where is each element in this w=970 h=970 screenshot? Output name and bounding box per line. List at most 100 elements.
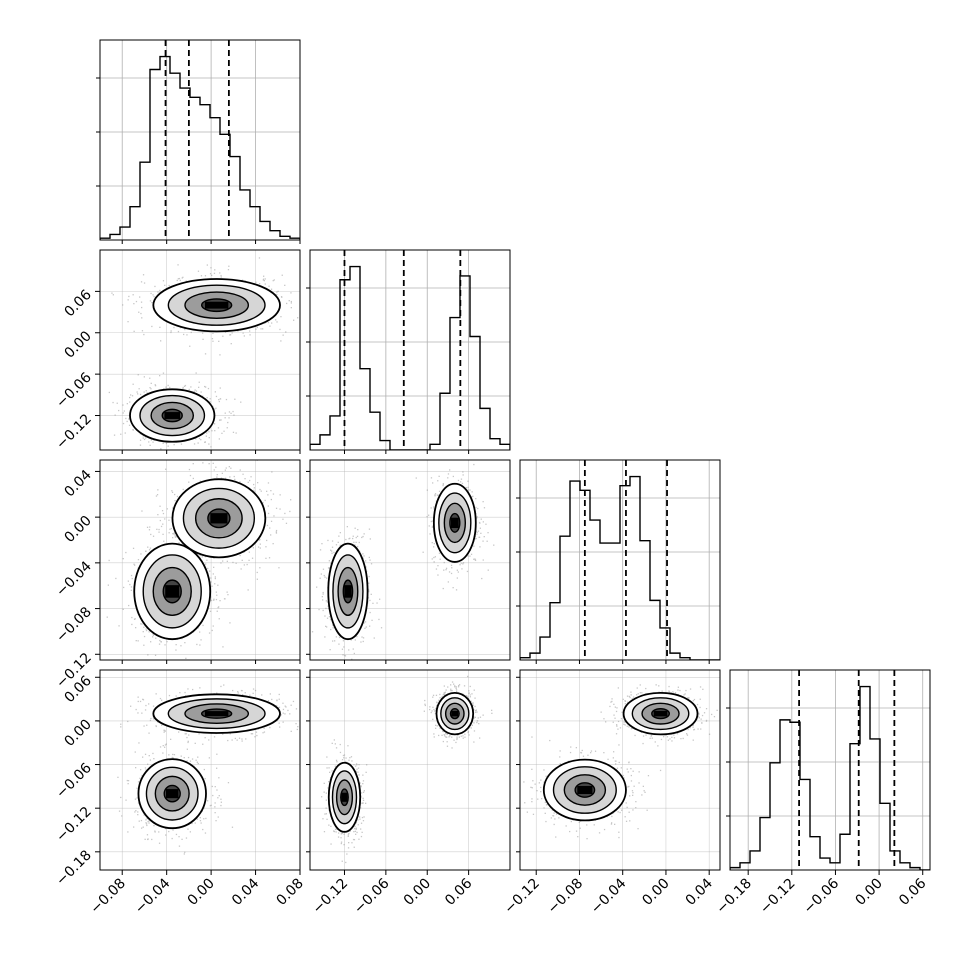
scatter-point (460, 481, 462, 483)
scatter-point (141, 317, 143, 319)
scatter-point (256, 571, 258, 574)
scatter-point (290, 307, 292, 309)
scatter-point (204, 778, 206, 780)
scatter-point (290, 300, 292, 303)
scatter-point (153, 758, 155, 760)
scatter-point (354, 527, 356, 529)
density-peak (450, 517, 459, 528)
scatter-point (149, 377, 151, 379)
scatter-point (129, 401, 131, 403)
scatter-point (158, 842, 161, 844)
scatter-point (230, 467, 232, 469)
scatter-point (329, 619, 332, 621)
scatter-point (471, 496, 473, 498)
scatter-point (185, 280, 187, 282)
scatter-point (364, 621, 367, 623)
scatter-point (230, 412, 232, 414)
scatter-point (277, 290, 279, 292)
scatter-point (143, 626, 145, 628)
scatter-point (362, 637, 365, 639)
scatter-point (442, 483, 444, 485)
scatter-point (189, 831, 191, 833)
scatter-point (168, 532, 170, 534)
scatter-point (259, 567, 261, 569)
scatter-point (183, 757, 185, 759)
scatter-point (322, 591, 324, 594)
scatter-point (197, 756, 199, 758)
scatter-point (234, 398, 236, 400)
panel-frame (99, 249, 301, 451)
scatter-point (138, 388, 140, 390)
scatter-point (108, 391, 110, 394)
scatter-point (202, 462, 204, 464)
scatter-point (270, 498, 272, 501)
scatter-point (147, 546, 149, 548)
scatter-point (220, 798, 222, 800)
scatter-point (220, 804, 222, 807)
scatter-point (483, 507, 486, 509)
scatter-point (202, 338, 204, 340)
scatter-point (266, 490, 268, 492)
scatter-point (130, 589, 132, 591)
scatter-point (214, 430, 216, 432)
scatter-point (187, 756, 190, 759)
scatter-point (178, 845, 181, 847)
scatter-point (432, 482, 434, 484)
scatter-point (338, 643, 340, 645)
scatter-point (213, 599, 215, 601)
scatter-point (354, 544, 356, 546)
scatter-point (460, 562, 462, 564)
scatter-point (197, 453, 198, 454)
scatter-point (264, 499, 266, 502)
scatter-point (368, 575, 370, 578)
scatter-point (146, 824, 148, 827)
scatter-point (275, 529, 278, 532)
scatter-point (123, 410, 125, 412)
panel-background (730, 670, 930, 870)
scatter-point (487, 532, 489, 534)
scatter-point (362, 535, 364, 538)
scatter-point (456, 577, 458, 579)
scatter-point (183, 385, 186, 387)
scatter-point (166, 641, 168, 643)
scatter-point (140, 769, 142, 771)
scatter-point (322, 568, 325, 570)
scatter-point (268, 285, 270, 287)
scatter-point (206, 432, 208, 434)
scatter-point (136, 797, 138, 799)
scatter-point (146, 817, 148, 820)
scatter-point (232, 410, 234, 413)
scatter-point (320, 573, 322, 575)
scatter-point (169, 386, 171, 389)
scatter-point (171, 756, 173, 759)
scatter-point (124, 432, 126, 434)
scatter-point (167, 445, 169, 447)
scatter-point (483, 536, 485, 538)
scatter-point (169, 528, 171, 530)
histogram-steps (310, 265, 510, 450)
scatter-point (364, 627, 366, 629)
scatter-point (258, 257, 261, 259)
scatter-point (184, 328, 186, 331)
scatter-point (270, 520, 273, 522)
scatter-point (144, 767, 147, 769)
scatter-point (173, 532, 175, 534)
scatter-point (157, 291, 159, 293)
scatter-point (140, 312, 142, 315)
scatter-point (205, 817, 207, 820)
scatter-point (157, 514, 159, 516)
scatter-point (142, 826, 144, 828)
scatter-point (221, 472, 223, 474)
scatter-point (151, 838, 153, 841)
scatter-point (211, 274, 213, 276)
scatter-point (215, 407, 217, 409)
scatter-point (128, 295, 130, 298)
scatter-point (208, 570, 211, 572)
scatter-point (462, 471, 464, 473)
scatter-point (363, 622, 365, 624)
scatter-point (229, 622, 231, 624)
scatter-point (271, 471, 273, 473)
scatter-point (135, 300, 138, 303)
scatter-point (151, 301, 153, 304)
scatter-point (322, 593, 324, 595)
